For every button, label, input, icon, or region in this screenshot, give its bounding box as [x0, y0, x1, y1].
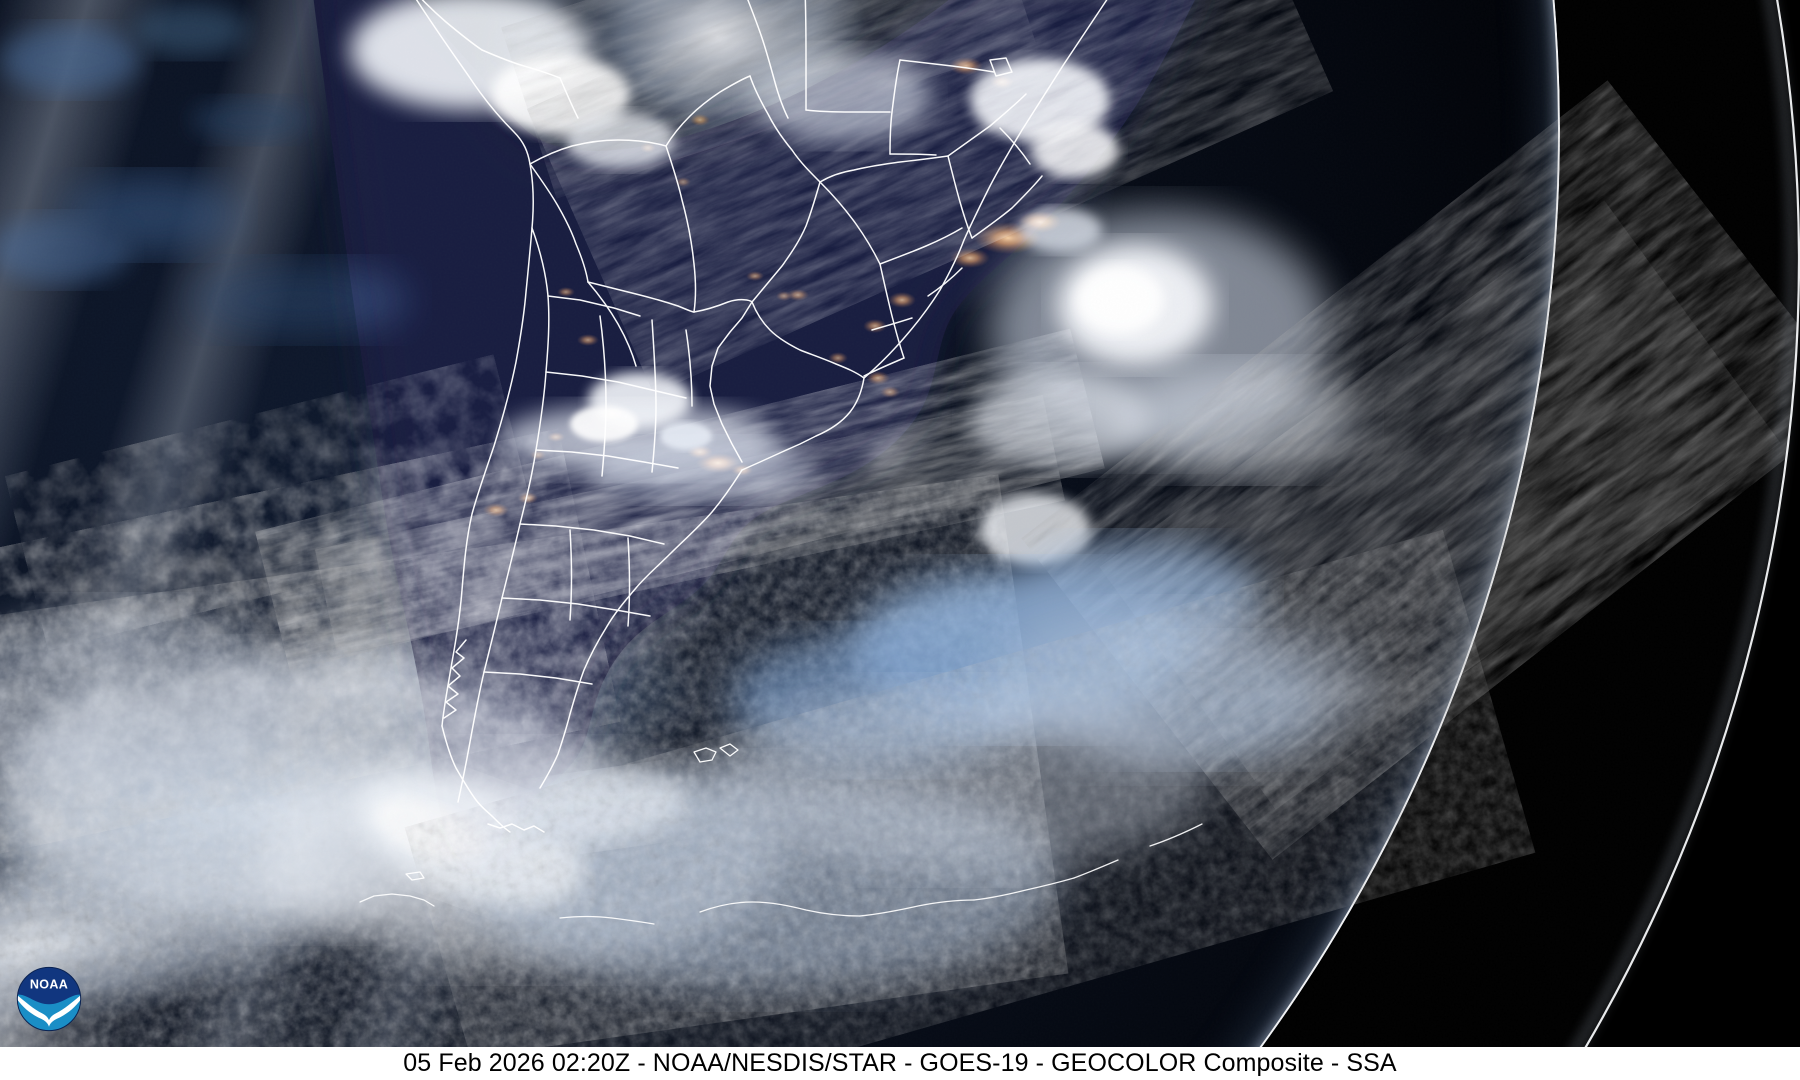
border-state-12	[805, 109, 891, 113]
border-state-2	[879, 227, 963, 265]
border-state-15	[927, 267, 963, 297]
border-brazil-south	[751, 181, 821, 303]
border-province-5	[519, 523, 665, 545]
logo-ring	[16, 966, 82, 1032]
sensor-grain	[0, 0, 1800, 1047]
border-state-3	[879, 263, 905, 359]
border-state-4	[863, 357, 905, 377]
border-province-10	[483, 671, 593, 685]
border-bolivia-south	[529, 163, 589, 283]
noaa-logo: NOAA	[16, 966, 82, 1032]
border-state-13	[739, 0, 789, 119]
border-peru-east	[481, 49, 561, 79]
border-province-8	[685, 329, 693, 407]
border-argentina-atlantic	[539, 469, 743, 789]
border-patagonia-coast	[441, 725, 511, 833]
border-bolivia-southeast	[587, 281, 695, 313]
border-state-6	[947, 93, 1027, 157]
border-uruguay-north	[751, 301, 865, 379]
border-uruguay-west	[709, 301, 753, 463]
border-state-9	[889, 59, 901, 155]
border-paraguay-south	[693, 298, 753, 313]
border-state-5	[947, 155, 973, 239]
border-state-8	[899, 59, 995, 73]
border-state-enclave	[989, 57, 1013, 77]
border-province-2	[547, 295, 641, 317]
border-bolivia-west	[529, 139, 667, 165]
border-province-4	[535, 449, 679, 469]
limb-rim-glow	[1571, 0, 1797, 1047]
antarctic-coastline	[359, 823, 1203, 925]
geography-overlay	[0, 0, 1800, 1047]
limb-rim-stroke	[1584, 0, 1800, 1047]
border-province-12	[627, 537, 631, 627]
country-borders	[359, 0, 1203, 925]
border-paraguay-west	[749, 75, 821, 183]
border-province-11	[569, 529, 573, 621]
border-tierra-del-fuego	[487, 823, 545, 833]
island-outlines	[405, 743, 739, 881]
logo-text: NOAA	[30, 977, 68, 991]
cloud-texture-layers	[0, 0, 1800, 1047]
border-peru-north	[403, 0, 483, 51]
border-state-7	[971, 175, 1043, 239]
border-state-14	[999, 127, 1031, 165]
logo-seagull	[17, 991, 81, 1027]
caption-bar: 05 Feb 2026 02:20Z - NOAA/NESDIS/STAR - …	[0, 1047, 1800, 1080]
border-province-3	[545, 371, 687, 399]
border-province-1	[587, 281, 637, 367]
border-brazil-atlantic	[863, 0, 1135, 379]
border-paraguay-north	[665, 75, 751, 147]
border-province-9	[501, 597, 651, 617]
caption-text: 05 Feb 2026 02:20Z - NOAA/NESDIS/STAR - …	[403, 1049, 1397, 1077]
border-state-16	[871, 317, 913, 331]
border-state-10	[889, 153, 937, 156]
border-paraguay-east	[665, 145, 697, 313]
border-chile-pacific	[403, 0, 535, 727]
border-province-6	[599, 315, 607, 477]
border-brazil-paraguay	[819, 155, 949, 183]
border-fjords	[443, 639, 467, 719]
border-uruguay-coast	[741, 377, 865, 471]
border-state-11	[804, 0, 807, 111]
border-state-1	[819, 181, 881, 265]
border-peru-se	[559, 77, 579, 119]
satellite-imagery: NOAA	[0, 0, 1800, 1047]
border-province-7	[651, 319, 657, 473]
